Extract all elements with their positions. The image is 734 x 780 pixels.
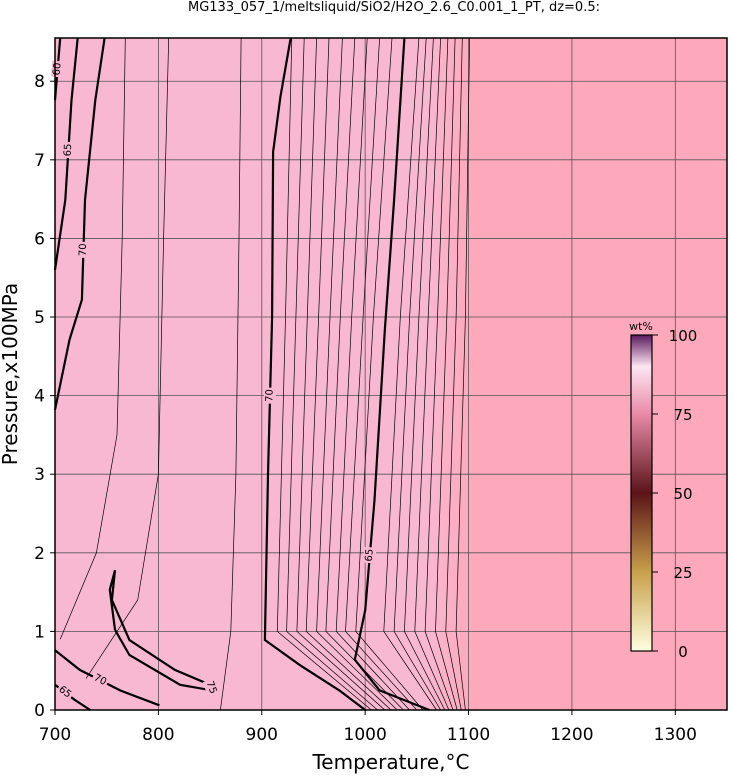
- contour-label: 65: [364, 548, 376, 562]
- contour-line: [316, 37, 398, 711]
- colorbar-tick-label: 75: [673, 406, 692, 424]
- contour-label-bg: [77, 241, 90, 259]
- y-axis-label: Pressure,x100MPa: [0, 283, 22, 465]
- contour-label-bg: [202, 678, 220, 698]
- contour-line: [345, 37, 418, 711]
- colorbar-label: wt%: [629, 320, 653, 333]
- contour-label-group: 65: [363, 546, 377, 564]
- contour-line: [393, 37, 441, 711]
- contour-label-group: 70: [77, 241, 90, 259]
- y-tick-label: 3: [34, 465, 45, 485]
- y-tick-label: 0: [34, 701, 45, 721]
- contour-line: [455, 37, 470, 711]
- contour-label: 65: [63, 143, 75, 156]
- x-tick-label: 700: [39, 725, 71, 745]
- contour-label-bg: [54, 682, 75, 702]
- contour-line: [263, 37, 366, 711]
- colorbar-tick-label: 50: [673, 485, 692, 503]
- contour-line: [435, 37, 458, 711]
- y-tick-label: 8: [34, 72, 45, 92]
- x-tick-label: 1000: [344, 725, 387, 745]
- y-tick-label: 4: [34, 387, 45, 407]
- plot-background: [55, 38, 727, 710]
- contour-line: [335, 37, 410, 711]
- contour-label: 70: [78, 243, 89, 256]
- contour-label-bg: [61, 141, 75, 159]
- contour-label-group: 70: [263, 387, 277, 404]
- y-tick-label: 5: [34, 308, 45, 328]
- x-axis-label: Temperature,°C: [311, 750, 469, 774]
- y-tick-label: 6: [34, 229, 45, 249]
- colorbar-tick-label: 100: [669, 327, 698, 345]
- plot-frame: [54, 37, 728, 711]
- x-tick-label: 1200: [550, 725, 593, 745]
- contour-line: [276, 37, 372, 711]
- contour-line: [305, 37, 392, 711]
- colorbar-tick-label: 25: [673, 564, 692, 582]
- contour-line: [424, 37, 454, 711]
- y-tick-label: 2: [34, 544, 45, 564]
- contour-label-bg: [363, 546, 377, 564]
- y-tick-label: 7: [34, 151, 45, 171]
- contour-line: [220, 37, 242, 711]
- contour-label-group: 70: [90, 671, 110, 690]
- x-tick-label: 1300: [654, 725, 697, 745]
- colorbar-tick-label: 0: [678, 643, 688, 661]
- contour-line: [85, 37, 170, 679]
- contour-line: [355, 37, 424, 711]
- contour-label: 75: [204, 680, 219, 696]
- x-tick-label: 1100: [447, 725, 490, 745]
- contour-label: 60: [52, 62, 64, 76]
- contour-label-group: 65: [54, 682, 75, 702]
- colorbar: [630, 334, 653, 652]
- contour-line: [296, 37, 386, 711]
- contour-line: [414, 37, 450, 711]
- y-tick-label: 1: [34, 622, 45, 642]
- contour-line: [404, 37, 446, 711]
- contour-label-group: 60: [50, 60, 65, 78]
- contour-line: [59, 37, 126, 640]
- contour-line: [383, 37, 437, 711]
- contour-label-bg: [90, 671, 110, 690]
- contour-label: 70: [92, 672, 108, 688]
- contour-line: [286, 37, 378, 711]
- contour-label-group: 75: [202, 678, 220, 698]
- contour-label-group: 65: [61, 141, 75, 159]
- x-tick-label: 800: [142, 725, 174, 745]
- contour-label-bg: [263, 387, 277, 404]
- contour-line: [445, 37, 463, 711]
- x-tick-label: 900: [246, 725, 278, 745]
- chart-title: MG133_057_1/meltsliquid/SiO2/H2O_2.6_C0.…: [188, 0, 600, 15]
- contour-label: 70: [264, 389, 275, 402]
